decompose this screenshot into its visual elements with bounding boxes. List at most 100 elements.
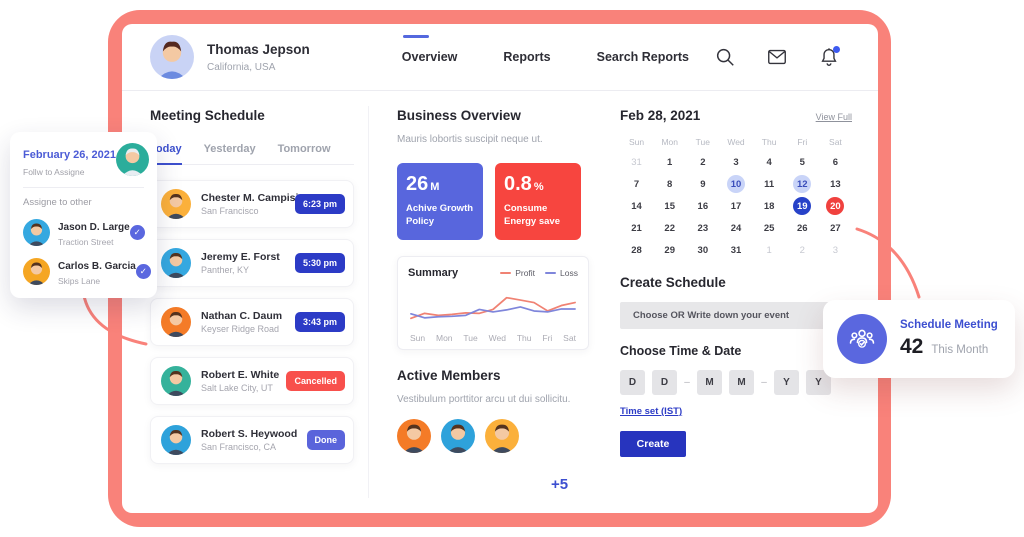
legend-item: Profit <box>500 268 535 278</box>
calendar-day[interactable]: 19 <box>786 195 819 217</box>
calendar-day[interactable]: 13 <box>819 173 852 195</box>
schedule-meeting-card[interactable]: Schedule Meeting 42 This Month <box>823 300 1015 378</box>
calendar-day[interactable]: 5 <box>786 151 819 173</box>
calendar-day[interactable]: 30 <box>686 239 719 261</box>
summary-chart-title: Summary <box>408 267 459 279</box>
calendar-day[interactable]: 15 <box>653 195 686 217</box>
calendar-day[interactable]: 14 <box>620 195 653 217</box>
calendar-day[interactable]: 11 <box>753 173 786 195</box>
meeting-name: Robert E. White <box>201 369 280 381</box>
calendar-day[interactable]: 29 <box>653 239 686 261</box>
bell-icon[interactable] <box>818 46 840 68</box>
meeting-tab[interactable]: Tomorrow <box>277 143 331 155</box>
check-icon[interactable]: ✓ <box>129 224 145 240</box>
calendar-day[interactable]: 18 <box>753 195 786 217</box>
calendar-day[interactable]: 10 <box>719 173 752 195</box>
calendar-day[interactable]: 7 <box>620 173 653 195</box>
chart-x-label: Sun <box>410 333 426 343</box>
meeting-tab[interactable]: Today <box>150 143 182 165</box>
active-members-title: Active Members <box>397 368 501 383</box>
summary-chart-svg <box>410 296 576 320</box>
calendar-day[interactable]: 1 <box>653 151 686 173</box>
calendar-day[interactable]: 8 <box>653 173 686 195</box>
calendar-day[interactable]: 6 <box>819 151 852 173</box>
notification-dot <box>833 46 840 53</box>
assignee-row[interactable]: Jason D. Large Traction Street ✓ <box>23 217 145 247</box>
person-face-icon <box>166 252 186 278</box>
weekday-label: Tue <box>695 137 711 147</box>
assign-to-other-label: Assigne to other <box>23 197 92 208</box>
meeting-name: Nathan C. Daum <box>201 310 283 322</box>
meeting-card[interactable]: Robert S. Heywood San Francisco, CA Done <box>150 416 354 464</box>
calendar-day-number: 18 <box>763 200 775 212</box>
meeting-card[interactable]: Jeremy E. Forst Panther, KY 5:30 pm <box>150 239 354 287</box>
assignee-street: Skips Lane <box>58 276 101 286</box>
calendar-day[interactable]: 4 <box>753 151 786 173</box>
search-icon[interactable] <box>714 46 736 68</box>
date-segment[interactable]: D <box>620 370 645 395</box>
calendar-day[interactable]: 25 <box>753 217 786 239</box>
calendar-day[interactable]: 1 <box>753 239 786 261</box>
date-segment[interactable]: M <box>729 370 754 395</box>
calendar-day-number: 28 <box>631 244 642 256</box>
event-input[interactable] <box>620 302 852 329</box>
member-avatar <box>397 419 431 453</box>
calendar-day[interactable]: 24 <box>719 217 752 239</box>
calendar-day[interactable]: 28 <box>620 239 653 261</box>
calendar-day-number: 4 <box>766 156 772 168</box>
time-set-link[interactable]: Time set (IST) <box>620 406 683 417</box>
active-members-subtitle: Vestibulum porttitor arcu ut dui sollici… <box>397 394 571 405</box>
stat-card[interactable]: 26 M Achive Growth Policy <box>397 163 483 240</box>
date-segment[interactable]: – <box>684 377 690 388</box>
calendar-day[interactable]: 26 <box>786 217 819 239</box>
meeting-name: Chester M. Campisi <box>201 192 299 204</box>
check-icon[interactable]: ✓ <box>135 263 151 279</box>
calendar-day[interactable]: 31 <box>719 239 752 261</box>
date-segment[interactable]: M <box>697 370 722 395</box>
calendar-day[interactable]: 16 <box>686 195 719 217</box>
meeting-card[interactable]: Chester M. Campisi San Francisco 6:23 pm <box>150 180 354 228</box>
assign-card-top: February 26, 2021 Follw to Assigne <box>23 143 149 177</box>
assignee-name: Jason D. Large <box>58 222 130 233</box>
calendar-day[interactable]: 17 <box>719 195 752 217</box>
calendar-day[interactable]: 3 <box>719 151 752 173</box>
assignee-info: Jason D. Large Traction Street <box>58 217 130 247</box>
meeting-card[interactable]: Robert E. White Salt Lake City, UT Cance… <box>150 357 354 405</box>
calendar-day[interactable]: 31 <box>620 151 653 173</box>
nav-item[interactable]: Overview <box>401 35 458 64</box>
active-members-avatars <box>397 419 589 453</box>
assignee-row[interactable]: Carlos B. Garcia Skips Lane ✓ <box>23 256 151 286</box>
mail-icon[interactable] <box>766 46 788 68</box>
calendar-day[interactable]: 3 <box>819 239 852 261</box>
assignee-list: Jason D. Large Traction Street ✓ Carlos … <box>23 217 151 286</box>
calendar-day-number: 25 <box>763 222 775 234</box>
date-segment[interactable]: Y <box>774 370 799 395</box>
calendar-day[interactable]: 12 <box>786 173 819 195</box>
person-face-icon <box>166 370 186 396</box>
view-full-link[interactable]: View Full <box>815 112 852 122</box>
stat-card[interactable]: 0.8% Consume Energy save <box>495 163 581 240</box>
stat-value: 26 <box>406 173 429 195</box>
meeting-card[interactable]: Nathan C. Daum Keyser Ridge Road 3:43 pm <box>150 298 354 346</box>
calendar-day[interactable]: 23 <box>686 217 719 239</box>
calendar-day[interactable]: 21 <box>620 217 653 239</box>
calendar-day[interactable]: 2 <box>786 239 819 261</box>
summary-chart-header: Summary Profit Loss <box>408 267 578 279</box>
calendar-day[interactable]: 2 <box>686 151 719 173</box>
weekday-label: Wed <box>727 137 745 147</box>
meeting-tab[interactable]: Yesterday <box>203 143 256 155</box>
calendar-day[interactable]: 27 <box>819 217 852 239</box>
create-button[interactable]: Create <box>620 431 686 457</box>
schedule-card-period: This Month <box>931 344 989 356</box>
calendar-day-number: 10 <box>726 175 745 193</box>
user-avatar[interactable] <box>150 35 194 79</box>
calendar-day[interactable]: 20 <box>819 195 852 217</box>
calendar-day-number: 1 <box>667 156 673 168</box>
more-members-count[interactable]: +5 <box>551 476 569 493</box>
nav-item[interactable]: Search Reports <box>596 50 690 64</box>
date-segment[interactable]: D <box>652 370 677 395</box>
nav-item[interactable]: Reports <box>503 50 551 64</box>
calendar-day[interactable]: 22 <box>653 217 686 239</box>
calendar-day[interactable]: 9 <box>686 173 719 195</box>
date-segment[interactable]: – <box>761 377 767 388</box>
